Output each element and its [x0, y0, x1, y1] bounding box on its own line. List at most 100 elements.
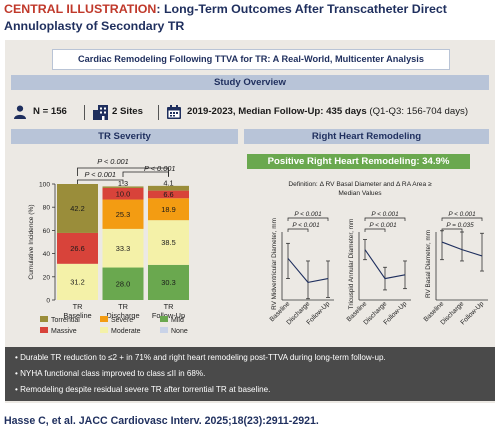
- hospital-building-icon: [93, 105, 108, 120]
- study-period: 2019-2023, Median Follow-Up: 435 days (Q…: [187, 106, 469, 117]
- header-title-1: Long-Term Outcomes After Transcatheter D…: [160, 2, 447, 16]
- p-value-label: P < 0.001: [97, 157, 129, 166]
- p-value-label: P < 0.001: [292, 222, 320, 229]
- p-value-label: P < 0.001: [371, 211, 399, 218]
- tr-severity-heading: TR Severity: [11, 129, 238, 144]
- definition-line-1: Definition: Δ RV Basal Diameter and Δ RA…: [288, 181, 432, 188]
- bar-segment: [102, 228, 144, 268]
- x-category-label: TR: [164, 302, 174, 311]
- finding-3: • Remodeling despite residual severe TR …: [15, 385, 271, 394]
- legend-label: Moderate: [111, 328, 141, 335]
- finding-2: • NYHA functional class improved to clas…: [15, 369, 206, 378]
- legend-swatch: [40, 316, 48, 322]
- x-category-label: TR: [118, 302, 128, 311]
- p-bracket-discharge-followup: [122, 171, 169, 177]
- header-title-line1: CENTRAL ILLUSTRATION: Long-Term Outcomes…: [4, 1, 447, 18]
- y-axis-title: RV Basal Diameter, mm: [425, 230, 432, 298]
- p-value-label: P < 0.001: [84, 170, 116, 179]
- p-bracket: [287, 217, 329, 221]
- y-axis-title: Tricuspid Annular Diameter, mm: [348, 219, 355, 310]
- bar-segment: [102, 186, 144, 188]
- y-tick-label: 20: [43, 274, 51, 281]
- sites-count: 2 Sites: [112, 106, 143, 117]
- divider: [84, 105, 85, 120]
- calendar-icon: [167, 105, 181, 119]
- legend-swatch: [100, 327, 108, 333]
- y-axis-title: RV Midventricular Diameter, mm: [271, 218, 278, 310]
- legend-swatch: [100, 316, 108, 322]
- p-bracket: [364, 217, 406, 221]
- bar-segment: [148, 220, 189, 265]
- bar-segment-label: 26.6: [70, 244, 84, 253]
- bar-segment-label: 38.5: [161, 238, 175, 247]
- p-value-label: P < 0.001: [369, 222, 397, 229]
- bar-segment: [148, 185, 189, 191]
- study-overview-heading: Study Overview: [11, 75, 489, 90]
- bar-segment: [57, 263, 98, 300]
- header-colon: :: [156, 2, 161, 16]
- followup-days: 435 days: [326, 106, 367, 117]
- followup-iqr: (Q1-Q3: 156-704 days): [366, 106, 469, 117]
- divider: [158, 105, 159, 120]
- bar-segment: [102, 267, 144, 300]
- y-tick-label: 40: [43, 251, 51, 258]
- header-lead: CENTRAL ILLUSTRATION: [4, 2, 157, 16]
- series-line: [441, 241, 483, 257]
- person-icon: [14, 105, 26, 119]
- p-bracket: [287, 228, 309, 232]
- bar-segment: [148, 264, 189, 300]
- bar-segment-label: 18.9: [161, 205, 175, 214]
- bar-segment: [102, 187, 144, 200]
- legend-label: Severe: [111, 317, 133, 324]
- bar-segment: [57, 184, 98, 233]
- header-title-line2: Annuloplasty of Secondary TR: [4, 19, 185, 33]
- y-tick-label: 60: [43, 228, 51, 235]
- bar-segment-label: 42.2: [70, 204, 84, 213]
- y-tick-label: 80: [43, 205, 51, 212]
- bar-segment-label: 10.0: [116, 189, 130, 198]
- y-axis-title: Cumulative Incidence (%): [28, 204, 35, 279]
- bar-segment: [57, 232, 98, 264]
- p-bracket: [364, 228, 386, 232]
- right-heart-remodeling-heading: Right Heart Remodeling: [244, 129, 489, 144]
- y-tick-label: 0: [46, 298, 50, 305]
- study-overview-stats: N = 156 2 Sites 2019-2023, Median Follow…: [11, 102, 489, 122]
- header: CENTRAL ILLUSTRATION: Long-Term Outcomes…: [0, 0, 500, 37]
- legend-label: Mild: [171, 317, 184, 324]
- definition-line-2: Median Values: [338, 190, 382, 197]
- bar-segment-label: 25.3: [116, 210, 130, 219]
- positive-remodeling-banner: Positive Right Heart Remodeling: 34.9%: [247, 154, 470, 169]
- p-value-label: P < 0.001: [448, 211, 476, 218]
- p-bracket: [441, 228, 463, 232]
- legend-swatch: [160, 327, 168, 333]
- bar-segment-label: 6.6: [163, 190, 173, 199]
- key-findings: • Durable TR reduction to ≤2 + in 71% an…: [5, 347, 495, 401]
- p-value-label: P < 0.001: [294, 211, 322, 218]
- legend-label: Torrential: [51, 317, 80, 324]
- x-category-label: Follow-Up: [152, 311, 185, 320]
- p-value-label: P = 0.035: [446, 222, 474, 229]
- bar-segment-label: 4.1: [163, 178, 173, 187]
- legend-swatch: [40, 327, 48, 333]
- bar-segment-label: 30.3: [161, 278, 175, 287]
- legend-label: None: [171, 328, 188, 335]
- remodeling-definition: Definition: Δ RV Basal Diameter and Δ RA…: [244, 180, 476, 198]
- bar-segment: [148, 190, 189, 199]
- main-title: Cardiac Remodeling Following TTVA for TR…: [52, 49, 450, 70]
- p-value-label: P < 0.001: [144, 164, 176, 173]
- bar-segment-label: 28.0: [116, 279, 130, 288]
- legend-swatch: [160, 316, 168, 322]
- p-bracket-baseline-discharge: [77, 179, 124, 184]
- legend-label: Massive: [51, 328, 77, 335]
- p-bracket: [441, 217, 483, 221]
- x-category-label: Discharge: [106, 311, 139, 320]
- series-line: [364, 249, 406, 280]
- bar-segment: [102, 199, 144, 229]
- bar-segment-label: 33.3: [116, 244, 130, 253]
- series-line: [287, 258, 329, 283]
- x-category-label: TR: [73, 302, 83, 311]
- bar-segment: [148, 198, 189, 221]
- x-category-label: Baseline: [63, 311, 91, 320]
- participants-count: N = 156: [33, 106, 67, 117]
